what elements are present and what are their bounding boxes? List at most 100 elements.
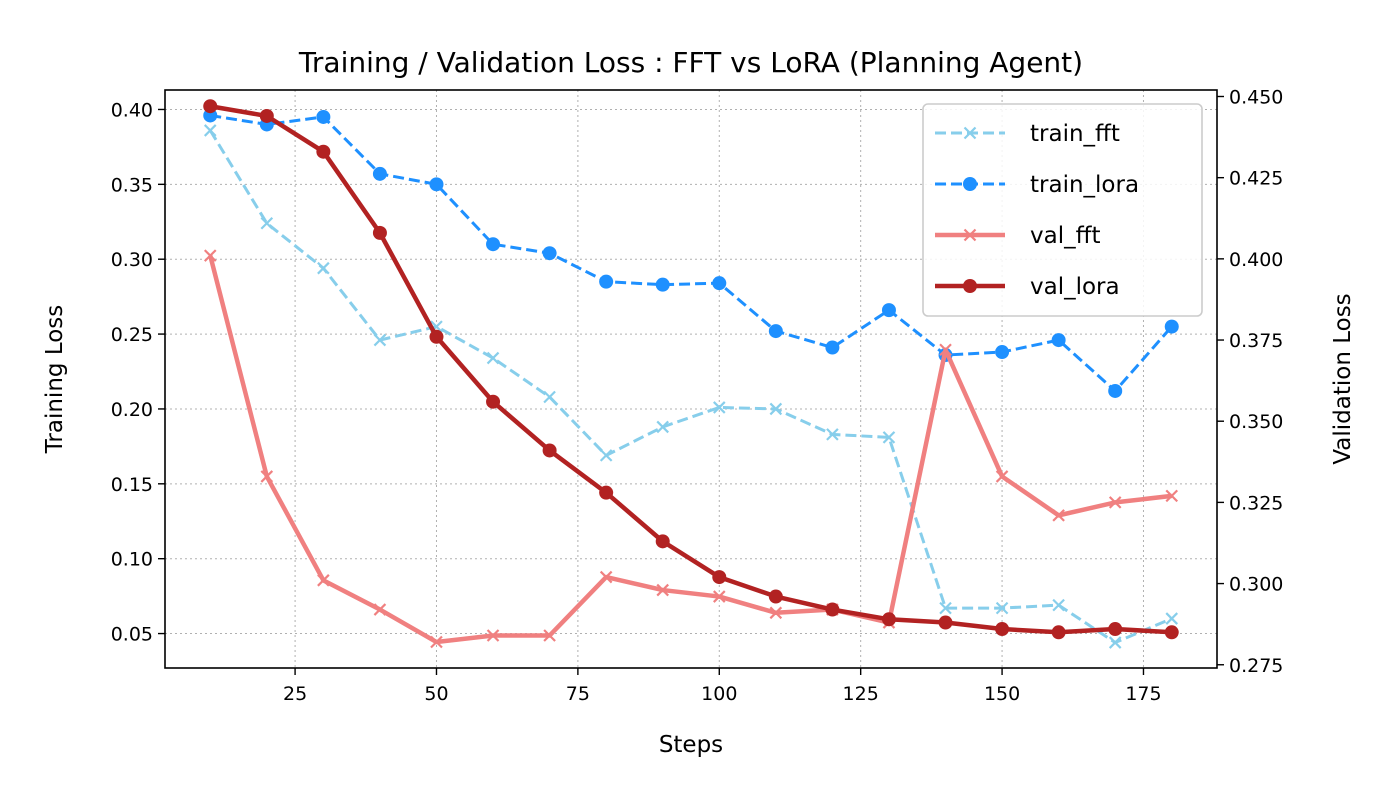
series-train_lora-point xyxy=(316,109,331,124)
series-val_fft-point xyxy=(939,343,952,357)
x-tick-label: 75 xyxy=(566,683,590,705)
series-train_lora-point xyxy=(372,166,387,181)
series-train_fft-point xyxy=(260,216,274,230)
series-train_fft-point xyxy=(826,428,839,441)
series-val_lora-point xyxy=(372,225,387,240)
series-train_fft-point xyxy=(656,420,669,434)
series-val_fft-point xyxy=(317,574,330,587)
series-train_fft-point-stroke xyxy=(260,216,274,230)
series-train_lora-point xyxy=(599,274,614,289)
y-right-tick-label: 0.275 xyxy=(1229,655,1283,677)
series-val_lora-point xyxy=(825,602,840,617)
series-val_fft-point xyxy=(203,249,217,262)
series-val_lora-point xyxy=(259,108,274,123)
series-val_fft-point xyxy=(599,570,613,584)
series-val_lora-point xyxy=(995,622,1010,637)
series-val_fft-point xyxy=(769,606,783,620)
series-val_fft-point-stroke xyxy=(373,603,387,616)
series-train_fft-point xyxy=(373,333,387,347)
series-train_fft-point xyxy=(1165,612,1179,625)
x-tick-label: 175 xyxy=(1125,683,1161,705)
series-train_fft-point xyxy=(1052,598,1065,612)
y-left-tick-label: 0.20 xyxy=(111,399,153,421)
series-train_fft-point xyxy=(599,449,613,462)
series-train_lora-point xyxy=(486,237,501,252)
legend-val_fft-point xyxy=(963,228,977,242)
x-tick-label: 150 xyxy=(984,683,1020,705)
x-tick-label: 100 xyxy=(701,683,737,705)
series-train_fft-point xyxy=(995,601,1009,615)
legend-item-val_lora: val_lora xyxy=(935,274,1120,300)
y-right-tick-label: 0.425 xyxy=(1229,168,1283,190)
series-train_lora-point xyxy=(1164,319,1179,334)
legend: train_fft train_lora val_fft val_lora xyxy=(922,103,1203,317)
series-train_fft-point xyxy=(203,124,217,137)
series-val_lora-point xyxy=(542,443,557,458)
series-val_fft-point-stroke xyxy=(260,470,274,483)
series-train_fft-point-stroke xyxy=(769,402,783,416)
series-val_fft-point xyxy=(486,629,500,642)
y-right-tick-label: 0.350 xyxy=(1229,411,1283,433)
series-train_lora-line xyxy=(210,113,1173,393)
legend-train_lora-point xyxy=(963,177,977,191)
y-left-tick-label: 0.35 xyxy=(111,174,153,196)
series-val_lora-point xyxy=(712,570,727,585)
series-val_fft-point xyxy=(1108,496,1122,509)
y-right-tick-label: 0.300 xyxy=(1229,574,1283,596)
chart-title: Training / Validation Loss : FFT vs LoRA… xyxy=(298,46,1083,79)
y-left-tick-label: 0.30 xyxy=(111,249,153,271)
series-train_lora-point xyxy=(1108,383,1123,398)
series-train_fft-point xyxy=(882,431,896,444)
legend-label: train_lora xyxy=(1030,172,1139,198)
series-train_fft-point-stroke xyxy=(882,431,896,444)
series-val_lora-point xyxy=(881,612,896,627)
series-val_fft-point-stroke xyxy=(317,574,330,587)
series-val_lora-point xyxy=(938,615,953,630)
series-val_lora-point xyxy=(316,144,331,159)
legend-item-train_fft: train_fft xyxy=(935,121,1120,147)
legend-label: val_fft xyxy=(1030,223,1100,249)
y-right-tick-label: 0.325 xyxy=(1229,492,1283,514)
y-right-tick-label: 0.450 xyxy=(1229,86,1283,108)
series-val_lora-point xyxy=(768,589,783,604)
y-left-tick-label: 0.05 xyxy=(111,624,153,646)
series-val_lora-point xyxy=(429,329,444,344)
series-val_fft-point-stroke xyxy=(1165,489,1179,503)
series-train_fft-point xyxy=(769,402,783,416)
x-tick-label: 25 xyxy=(283,683,307,705)
series-val_fft-point-stroke xyxy=(713,590,726,603)
series-val_fft-point-stroke xyxy=(656,583,669,597)
series-val_fft-point-stroke xyxy=(599,570,613,584)
series-train_lora-point xyxy=(655,277,670,292)
series-val_fft-line xyxy=(208,255,1173,645)
series-val_fft-point xyxy=(430,635,443,649)
series-train_lora-point xyxy=(429,177,444,192)
series-train_lora-point xyxy=(995,345,1010,360)
series-train_fft-point-stroke xyxy=(1165,612,1179,625)
x-axis-title: Steps xyxy=(659,732,723,758)
series-train_fft-point-stroke xyxy=(1108,636,1122,649)
series-train_fft-point xyxy=(939,601,952,615)
legend-frame xyxy=(922,103,1203,317)
series-val_fft-point xyxy=(373,603,387,616)
series-val_fft-point-stroke xyxy=(543,629,556,642)
series-train_fft-line xyxy=(208,129,1173,645)
series-train_fft-point-stroke xyxy=(543,390,556,404)
series-train_fft-point xyxy=(1108,636,1122,649)
series-train_fft-point-stroke xyxy=(713,401,726,414)
y-left-tick-label: 0.10 xyxy=(111,549,153,571)
series-val_fft-point-stroke xyxy=(769,606,783,620)
series-train_fft-point xyxy=(317,261,330,275)
series-train_lora-point xyxy=(712,276,727,291)
x-tick-label: 50 xyxy=(424,683,448,705)
series-val_fft-point xyxy=(995,470,1009,483)
series-train_fft-point-stroke xyxy=(939,601,952,615)
series-val_lora-point xyxy=(486,394,501,409)
series-val_lora-point xyxy=(1051,625,1066,640)
y-left-tick-label: 0.15 xyxy=(111,474,153,496)
series-train_fft xyxy=(203,124,1179,649)
series-train_fft-point-stroke xyxy=(486,351,500,365)
series-train_fft-point xyxy=(543,390,556,404)
series-val_fft-point-stroke xyxy=(995,470,1009,483)
